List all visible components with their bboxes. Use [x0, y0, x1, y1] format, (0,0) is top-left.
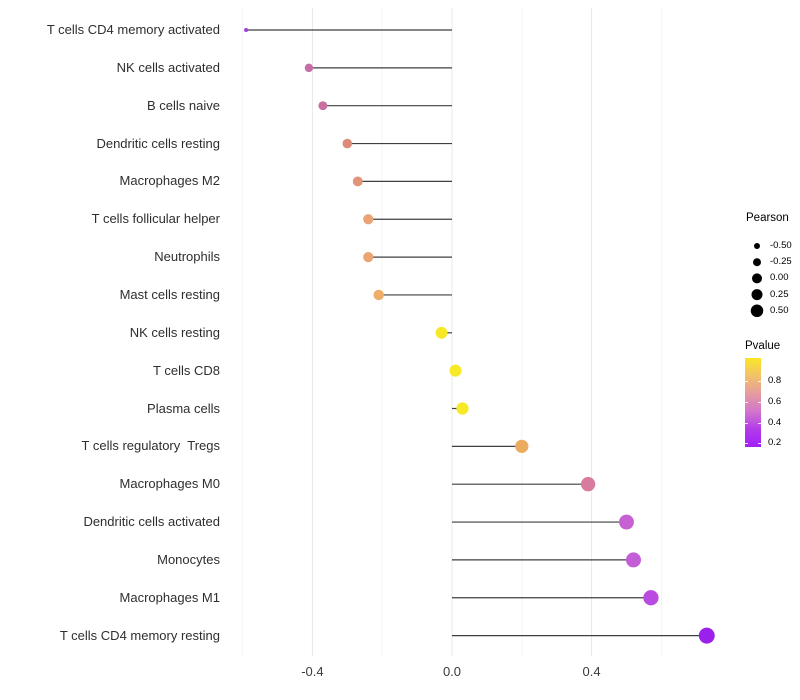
y-axis-label: NK cells activated	[116, 59, 220, 75]
y-axis-label: Neutrophils	[154, 249, 220, 265]
y-axis-label: Mast cells resting	[119, 286, 220, 302]
pearson-legend-label: 0.50	[770, 304, 789, 316]
pearson-legend-dot	[754, 243, 760, 249]
lollipop-point	[619, 514, 634, 530]
colorbar-tick-mark	[758, 380, 761, 382]
colorbar-tick-mark	[745, 380, 748, 382]
colorbar-tick-mark	[758, 443, 761, 445]
y-axis-label: T cells follicular helper	[91, 211, 220, 227]
pearson-legend-label: 0.00	[770, 272, 789, 284]
y-axis-label: Dendritic cells resting	[96, 135, 220, 151]
pearson-legend-title: Pearson	[746, 212, 789, 224]
y-axis-label: Plasma cells	[147, 400, 220, 416]
y-axis-label: Monocytes	[157, 551, 220, 567]
pearson-legend-dot	[751, 289, 763, 301]
lollipop-point	[363, 214, 374, 225]
y-axis-label: T cells CD4 memory activated	[46, 22, 220, 37]
x-axis-tick-label: -0.4	[301, 664, 324, 679]
lollipop-point	[318, 101, 328, 111]
lollipop-point	[625, 552, 641, 568]
pearson-legend-dot	[750, 304, 764, 318]
pvalue-legend-label: 0.8	[768, 374, 782, 386]
y-axis-label: Macrophages M0	[119, 476, 220, 492]
lollipop-point	[643, 590, 659, 606]
pearson-legend-label: 0.25	[770, 288, 789, 300]
x-axis-tick-label: 0.0	[442, 664, 462, 679]
colorbar-tick-mark	[745, 422, 748, 424]
pvalue-colorbar	[745, 358, 761, 447]
y-axis-label: Macrophages M1	[119, 589, 220, 605]
pvalue-legend-label: 0.2	[768, 437, 782, 449]
lollipop-point	[244, 28, 249, 32]
colorbar-tick-mark	[758, 422, 761, 424]
pearson-legend-label: -0.50	[770, 240, 792, 251]
lollipop-point	[363, 252, 374, 263]
y-axis-label: T cells regulatory Tregs	[81, 438, 220, 454]
pearson-legend-dot	[752, 273, 762, 284]
lollipop-point	[304, 63, 314, 73]
pvalue-legend-label: 0.4	[768, 416, 782, 428]
colorbar-tick-mark	[745, 401, 748, 403]
lollipop-point	[698, 627, 715, 644]
y-axis-label: NK cells resting	[129, 324, 220, 340]
pearson-legend-dot	[753, 258, 761, 267]
colorbar-tick-mark	[745, 443, 748, 445]
lollipop-point	[515, 439, 529, 453]
lollipop-point	[373, 289, 384, 301]
lollipop-point	[352, 176, 363, 187]
lollipop-point	[435, 326, 448, 339]
lollipop-point	[456, 402, 469, 415]
colorbar-tick-mark	[758, 401, 761, 403]
x-axis-tick-label: 0.4	[582, 664, 601, 679]
y-axis-label: Dendritic cells activated	[83, 514, 220, 530]
pearson-legend-label: -0.25	[770, 256, 792, 268]
pvalue-legend-title: Pvalue	[745, 340, 781, 352]
y-axis-label: T cells CD4 memory resting	[59, 627, 220, 643]
lollipop-point	[580, 477, 596, 492]
y-axis-label: B cells naive	[147, 97, 220, 113]
pvalue-legend-label: 0.6	[768, 395, 782, 407]
y-axis-label: Macrophages M2	[119, 173, 220, 189]
y-axis-label: T cells CD8	[153, 362, 220, 378]
lollipop-point	[449, 364, 462, 377]
lollipop-point	[342, 138, 353, 149]
